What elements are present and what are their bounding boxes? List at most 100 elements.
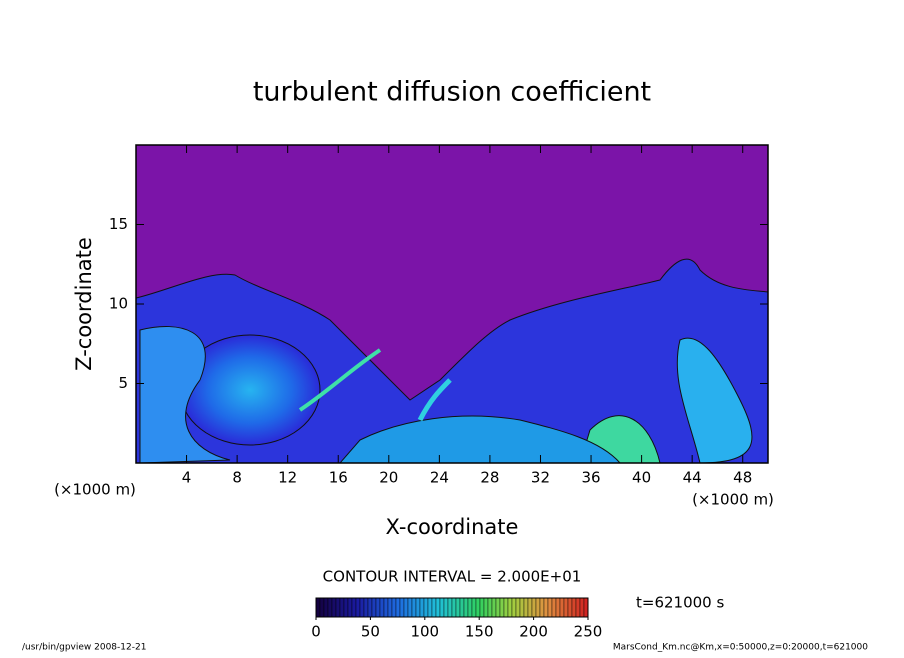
colorbar-cell xyxy=(379,597,385,618)
colorbar-cell xyxy=(403,597,409,618)
colorbar-cell xyxy=(519,597,525,618)
colorbar-cell xyxy=(503,597,509,618)
colorbar-cell xyxy=(459,597,465,618)
colorbar-cell xyxy=(475,597,481,618)
x-tick-label: 20 xyxy=(379,469,398,487)
x-tick-label: 16 xyxy=(329,469,348,487)
colorbar-cell xyxy=(419,597,425,618)
colorbar-cell xyxy=(447,597,453,618)
colorbar-cell xyxy=(563,597,569,618)
colorbar-cell xyxy=(483,597,489,618)
colorbar-cell xyxy=(479,597,485,618)
colorbar-cell xyxy=(527,597,533,618)
colorbar-cell xyxy=(387,597,393,618)
y-axis-title: Z-coordinate xyxy=(72,237,96,371)
colorbar-cell xyxy=(363,597,369,618)
colorbar-tick-label: 0 xyxy=(311,623,321,641)
colorbar-cell xyxy=(451,597,457,618)
colorbar-cell xyxy=(439,597,445,618)
y-tick-label: 10 xyxy=(109,295,128,313)
colorbar-cell xyxy=(343,597,349,618)
colorbar-cell xyxy=(355,597,361,618)
colorbar-cell xyxy=(435,597,441,618)
colorbar-cell xyxy=(539,597,545,618)
colorbar-cell xyxy=(579,597,585,618)
x-unit-right: (×1000 m) xyxy=(692,491,774,509)
colorbar-cell xyxy=(411,597,417,618)
colorbar-cell xyxy=(571,597,577,618)
x-tick-label: 44 xyxy=(683,469,702,487)
x-tick-label: 8 xyxy=(232,469,242,487)
colorbar-cell xyxy=(555,597,561,618)
colorbar-cell xyxy=(327,597,333,618)
x-tick-label: 32 xyxy=(531,469,550,487)
colorbar-cell xyxy=(319,597,325,618)
x-tick-label: 4 xyxy=(182,469,192,487)
x-tick-label: 28 xyxy=(480,469,499,487)
colorbar-cell xyxy=(423,597,429,618)
field xyxy=(136,145,768,463)
x-unit-left: (×1000 m) xyxy=(54,481,136,499)
colorbar-cell xyxy=(323,597,329,618)
x-tick-label: 36 xyxy=(581,469,600,487)
colorbar-cell xyxy=(547,597,553,618)
colorbar-cell xyxy=(455,597,461,618)
x-tick-label: 12 xyxy=(278,469,297,487)
colorbar-cell xyxy=(531,597,537,618)
colorbar-cell xyxy=(371,597,377,618)
colorbar-cell xyxy=(575,597,581,618)
colorbar-cell xyxy=(535,597,541,618)
colorbar-cell xyxy=(431,597,437,618)
time-label: t=621000 s xyxy=(636,594,724,612)
colorbar-cell xyxy=(383,597,389,618)
colorbar-cell xyxy=(331,597,337,618)
colorbar-tick-label: 250 xyxy=(574,623,603,641)
colorbar-cell xyxy=(515,597,521,618)
colorbar-cell xyxy=(567,597,573,618)
colorbar-cell xyxy=(559,597,565,618)
colorbar-cell xyxy=(375,597,381,618)
y-tick-label: 5 xyxy=(118,374,128,392)
colorbar-tick-label: 50 xyxy=(361,623,380,641)
colorbar-cell xyxy=(399,597,405,618)
colorbar-cell xyxy=(367,597,373,618)
colorbar-cell xyxy=(351,597,357,618)
colorbar-cell xyxy=(347,597,353,618)
colorbar-tick-label: 100 xyxy=(410,623,439,641)
colorbar-cell xyxy=(467,597,473,618)
y-tick-label: 15 xyxy=(109,215,128,233)
colorbar-cell xyxy=(335,597,341,618)
chart-title: turbulent diffusion coefficient xyxy=(253,77,651,108)
colorbar-cell xyxy=(543,597,549,618)
colorbar-cell xyxy=(359,597,365,618)
colorbar-cell xyxy=(495,597,501,618)
colorbar-tick-label: 200 xyxy=(519,623,548,641)
x-tick-label: 40 xyxy=(632,469,651,487)
colorbar-cell xyxy=(463,597,469,618)
colorbar-cell xyxy=(523,597,529,618)
footer-right: MarsCond_Km.nc@Km,x=0:50000,z=0:20000,t=… xyxy=(613,643,868,653)
colorbar-cell xyxy=(551,597,557,618)
colorbar-cell xyxy=(491,597,497,618)
colorbar-cell xyxy=(583,597,589,618)
colorbar-cell xyxy=(443,597,449,618)
x-tick-label: 24 xyxy=(430,469,449,487)
colorbar-cell xyxy=(391,597,397,618)
colorbar-cell xyxy=(507,597,513,618)
x-tick-label: 48 xyxy=(733,469,752,487)
colorbar-tick-label: 150 xyxy=(465,623,494,641)
x-axis-title: X-coordinate xyxy=(386,515,519,539)
colorbar-cell xyxy=(315,597,321,618)
colorbar-cell xyxy=(395,597,401,618)
colorbar-cell xyxy=(407,597,413,618)
colorbar-cell xyxy=(471,597,477,618)
colorbar-cell xyxy=(499,597,505,618)
colorbar-cell xyxy=(415,597,421,618)
colorbar-cell xyxy=(487,597,493,618)
footer-left: /usr/bin/gpview 2008-12-21 xyxy=(22,643,146,653)
colorbar-cell xyxy=(427,597,433,618)
colorbar-cell xyxy=(511,597,517,618)
contour-interval: CONTOUR INTERVAL = 2.000E+01 xyxy=(323,568,582,586)
colorbar-frame xyxy=(315,597,589,618)
